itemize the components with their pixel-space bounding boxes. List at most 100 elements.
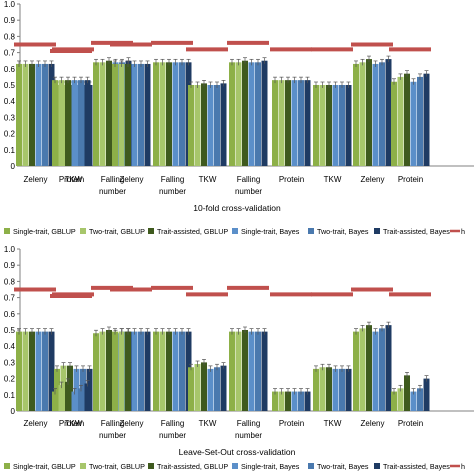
y-tick-label: 0.8 — [4, 32, 16, 41]
bar — [159, 62, 166, 166]
bar — [345, 368, 352, 411]
legend-label: Single-trait, GBLUP — [13, 227, 76, 236]
bar — [84, 383, 91, 411]
category-label: Falling — [237, 175, 261, 184]
category-label: Protein — [398, 419, 423, 428]
bar — [326, 85, 332, 166]
bar — [423, 378, 430, 411]
bar — [298, 80, 304, 166]
category-label-line2: number — [159, 187, 186, 196]
category-label: Falling — [161, 419, 185, 428]
bar — [319, 85, 326, 166]
bar — [391, 391, 397, 411]
bar — [248, 331, 255, 411]
bar — [359, 328, 366, 411]
legend: Single-trait, GBLUP Two-trait, GBLUP Trait… — [4, 227, 465, 236]
category-label: TKW — [65, 175, 83, 184]
bar — [16, 63, 22, 166]
bar — [112, 331, 118, 411]
bar — [131, 63, 138, 166]
bar — [78, 388, 84, 411]
category-label: Zeleny — [360, 419, 384, 428]
bar — [404, 375, 410, 411]
legend-label: Trait-assisted, Bayes — [383, 462, 450, 471]
bar — [71, 80, 78, 166]
bar — [298, 391, 304, 411]
bar — [138, 331, 144, 411]
bar — [304, 391, 311, 411]
y-tick-label: 0.3 — [4, 113, 16, 122]
bar — [166, 331, 172, 411]
legend-label: Trait-assisted, Bayes — [383, 227, 450, 236]
bar — [339, 85, 345, 166]
bar — [153, 331, 159, 411]
bar — [359, 62, 366, 166]
legend-swatch — [148, 228, 154, 234]
y-tick-label: 0.7 — [4, 294, 16, 303]
y-tick-label: 1.0 — [4, 0, 16, 9]
category-label: TKW — [65, 419, 83, 428]
category-label: Falling — [101, 419, 125, 428]
bar — [22, 331, 29, 411]
bar — [410, 81, 417, 166]
bar — [106, 330, 112, 411]
bar — [106, 60, 112, 167]
bar — [332, 85, 339, 166]
category-label: Protein — [59, 175, 84, 184]
bar — [65, 381, 71, 411]
category-label: Falling — [101, 175, 125, 184]
y-tick-label: 0.6 — [4, 310, 16, 319]
y-tick-label: 0.4 — [4, 342, 16, 351]
bar — [220, 83, 227, 166]
legend-swatch — [4, 228, 10, 234]
chart-title: 10-fold cross-validation — [193, 203, 281, 213]
y-tick-label: 0.2 — [4, 130, 16, 139]
legend-label: h — [461, 462, 465, 471]
bar — [372, 331, 379, 411]
bar — [285, 80, 291, 166]
category-label: Zeleny — [23, 175, 47, 184]
bar — [423, 73, 430, 166]
bar — [229, 62, 235, 166]
legend-label: Single-trait, Bayes — [241, 227, 300, 236]
bar — [391, 81, 397, 166]
bar — [379, 328, 385, 411]
bar — [194, 364, 201, 411]
legend-swatch — [374, 463, 380, 469]
category-label: TKW — [324, 175, 342, 184]
bar — [207, 85, 214, 166]
bar — [207, 368, 214, 411]
bar — [345, 85, 352, 166]
bar — [304, 80, 311, 166]
bar — [385, 325, 392, 411]
category-label-line2: number — [235, 187, 262, 196]
bar — [255, 62, 261, 166]
legend-swatch — [308, 228, 314, 234]
bar — [194, 85, 201, 166]
y-tick-label: 0.1 — [4, 146, 16, 155]
bar — [16, 331, 22, 411]
bar — [93, 333, 99, 411]
bar — [22, 63, 29, 166]
category-label: TKW — [324, 419, 342, 428]
bar — [326, 367, 332, 411]
bar — [125, 63, 131, 166]
legend-swatch — [4, 463, 10, 469]
legend-swatch — [80, 228, 86, 234]
bar — [48, 331, 55, 411]
legend-label: Two-trait, Bayes — [317, 227, 369, 236]
y-tick-label: 0.6 — [4, 65, 16, 74]
bar — [29, 331, 35, 411]
bar — [65, 80, 71, 166]
bar — [58, 385, 65, 411]
category-label-line2: number — [159, 431, 186, 440]
bar — [278, 391, 285, 411]
y-tick-label: 0.5 — [4, 326, 16, 335]
bar — [261, 331, 268, 411]
bar — [313, 85, 319, 166]
legend-label: Two-trait, GBLUP — [89, 462, 145, 471]
bar — [118, 63, 125, 166]
bar — [73, 368, 80, 411]
legend-label: h — [461, 227, 465, 236]
bar — [353, 331, 359, 411]
